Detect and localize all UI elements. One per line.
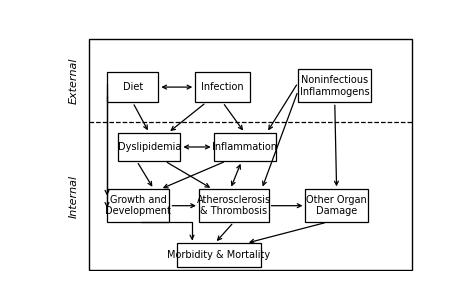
FancyBboxPatch shape	[195, 72, 250, 102]
FancyBboxPatch shape	[199, 189, 269, 222]
FancyBboxPatch shape	[107, 189, 170, 222]
FancyBboxPatch shape	[305, 189, 368, 222]
Text: Noninfectious
Inflammogens: Noninfectious Inflammogens	[300, 75, 370, 97]
Text: External: External	[69, 57, 79, 104]
Text: Morbidity & Mortality: Morbidity & Mortality	[167, 250, 271, 260]
FancyBboxPatch shape	[118, 133, 181, 161]
FancyBboxPatch shape	[298, 70, 372, 102]
Text: Diet: Diet	[123, 82, 143, 92]
Text: Infection: Infection	[201, 82, 244, 92]
Text: Other Organ
Damage: Other Organ Damage	[306, 195, 367, 217]
Text: Growth and
Development: Growth and Development	[105, 195, 171, 217]
FancyBboxPatch shape	[177, 243, 261, 267]
Text: Internal: Internal	[69, 175, 79, 218]
Text: Atherosclerosis
& Thrombosis: Atherosclerosis & Thrombosis	[197, 195, 271, 217]
Text: Dyslipidemia: Dyslipidemia	[118, 142, 181, 152]
FancyBboxPatch shape	[107, 72, 158, 102]
FancyBboxPatch shape	[213, 133, 276, 161]
Text: Inflammation: Inflammation	[212, 142, 277, 152]
